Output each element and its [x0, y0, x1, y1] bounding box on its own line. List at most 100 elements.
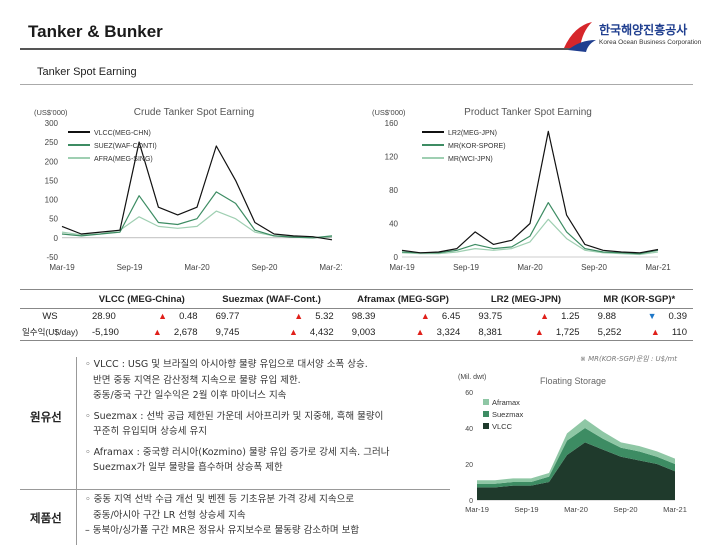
chart-title: Product Tanker Spot Earning: [464, 107, 592, 118]
legend-label: MR(WCI-JPN): [448, 156, 493, 163]
unit-note: ※ MR(KOR-SGP)운임 : U$/mt: [580, 355, 678, 363]
unit-label: (Mil. dwt): [458, 374, 486, 381]
y-tick-label: 300: [45, 119, 59, 128]
series-line: [61, 141, 333, 241]
row-label: 일수익(U$/day): [20, 324, 80, 341]
table-header-row: VLCC (MEG-China) Suezmax (WAF-Cont.) Afr…: [20, 289, 693, 309]
series-line: [61, 191, 333, 239]
legend-label: Aframax: [492, 398, 520, 407]
cell-value: 9.88: [597, 311, 617, 323]
table-cell: 93.75 1.25: [466, 309, 585, 325]
y-tick-label: 40: [465, 426, 473, 433]
cell-value: 28.90: [92, 311, 116, 323]
page-title: Tanker & Bunker: [28, 22, 163, 41]
x-tick-label: Sep-19: [514, 505, 538, 514]
area-layer-suezmax: [477, 428, 675, 488]
y-tick-label: 150: [45, 176, 59, 185]
cell-value: 69.77: [215, 311, 240, 323]
text-line: 반면 중동 지역은 감산정책 지속으로 물량 유입 제한.: [93, 374, 301, 386]
legend-swatch: [483, 411, 489, 417]
change-up: 110: [651, 327, 693, 338]
y-tick-label: 100: [45, 196, 59, 205]
x-tick-label: Mar-19: [49, 263, 75, 272]
x-tick-label: Mar-21: [319, 263, 342, 272]
x-tick-label: Sep-19: [453, 263, 479, 272]
table-header: Suezmax (WAF-Cont.): [203, 289, 340, 309]
x-tick-label: Sep-20: [581, 263, 607, 272]
crude-tanker-chart: Crude Tanker Spot Earning (US$'000) 300 2…: [34, 107, 342, 272]
legend: VLCC(MEG-CHN) SUEZ(WAF-CONTI) AFRA(MEG-SIN…: [68, 130, 157, 163]
chart-title: Floating Storage: [540, 376, 606, 386]
floating-storage-chart: Floating Storage (Mil. dwt) 60 40 20 0Mar-1…: [458, 374, 687, 514]
header-rule: [20, 48, 573, 50]
series-line: [401, 201, 659, 255]
table-header: VLCC (MEG-China): [80, 289, 204, 309]
y-tick-label: 160: [385, 119, 399, 128]
change-up: 4,432: [289, 327, 340, 338]
section-divider: [76, 357, 77, 490]
legend-label: SUEZ(WAF-CONTI): [94, 143, 157, 150]
change-down: 0.39: [648, 311, 693, 322]
cell-value: 98.39: [351, 311, 376, 323]
crude-section-label: 원유선: [30, 410, 62, 424]
y-tick-label: 250: [45, 138, 59, 147]
legend-label: LR2(MEG-JPN): [448, 130, 497, 137]
x-tick-label: Mar-20: [564, 505, 588, 514]
change-up: 6.45: [421, 311, 466, 322]
legend-swatch: [483, 399, 489, 405]
text-line: Suezmax가 일부 물량을 흡수하며 상승폭 제한: [93, 462, 283, 473]
text-line: ◦ VLCC : USG 및 브라질의 아시아향 물량 유입으로 대서양 소폭 …: [85, 359, 368, 370]
legend: Aframax Suezmax VLCC: [483, 398, 524, 431]
series-lines: [401, 130, 659, 256]
x-tick-label: Sep-20: [252, 263, 278, 272]
change-up: 1,725: [535, 327, 586, 338]
y-tick-label: 200: [45, 157, 59, 166]
x-tick-label: Mar-20: [517, 263, 543, 272]
table-header: MR (KOR-SGP)*: [585, 289, 693, 309]
product-tanker-chart: Product Tanker Spot Earning (US$'000) 16…: [372, 107, 672, 272]
area-layer-aframax: [477, 419, 675, 484]
table-cell: 69.77 5.32: [204, 309, 340, 325]
section-separator: [20, 489, 450, 490]
x-tick-label: Mar-20: [184, 263, 210, 272]
section-subtitle: Tanker Spot Earning: [37, 66, 137, 78]
row-label: WS: [42, 311, 58, 323]
change-up: 5.32: [294, 311, 339, 322]
cell-value: 93.75: [478, 311, 503, 323]
x-tick-label: Mar-19: [389, 263, 415, 272]
y-tick-label: 0: [54, 234, 59, 243]
kobc-logo: [564, 22, 596, 52]
series-line: [401, 130, 659, 254]
legend-swatch: [483, 423, 489, 429]
text-line: ◦ Aframax : 중국향 러시아(Kozmino) 물량 유입 증가로 강…: [85, 446, 390, 458]
chart-title: Crude Tanker Spot Earning: [134, 107, 254, 118]
cell-value: 8,381: [478, 326, 503, 338]
table-cell: 28.90 0.48: [80, 309, 204, 325]
legend-label: VLCC: [492, 422, 513, 431]
series-line: [401, 218, 659, 256]
change-up: 3,324: [416, 327, 467, 338]
logo-english-name: Korea Ocean Business Corporation: [599, 39, 702, 46]
logo-korean-name: 한국해양진흥공사: [599, 23, 688, 37]
change-up: 0.48: [158, 311, 203, 322]
series-lines: [61, 141, 333, 241]
crude-commentary: ◦ VLCC : USG 및 브라질의 아시아향 물량 유입으로 대서양 소폭 …: [85, 357, 389, 476]
table-cell: 5,252 110: [585, 324, 693, 341]
legend-label: VLCC(MEG-CHN): [94, 130, 151, 137]
table-cell: -5,190 2,678: [80, 324, 204, 341]
x-tick-label: Mar-21: [663, 505, 687, 514]
table-cell: 98.39 6.45: [340, 309, 467, 325]
product-commentary: ◦ 중동 지역 선박 수급 개선 및 벤젠 등 기초유분 가격 강세 지속으로 …: [85, 492, 359, 539]
x-tick-label: Mar-21: [645, 263, 671, 272]
table-cell: 9,745 4,432: [203, 324, 340, 341]
unit-label: (US$'000): [34, 108, 68, 117]
x-tick-label: Mar-19: [465, 505, 489, 514]
cell-value: 5,252: [597, 326, 622, 338]
text-line: – 동북아/싱가폴 구간 MR은 정유사 유지보수로 물동량 감소하며 보합: [85, 525, 360, 536]
cell-value: 9,003: [351, 326, 376, 338]
table-header: Aframax (MEG-SGP): [339, 289, 467, 309]
x-tick-label: Sep-20: [613, 505, 637, 514]
